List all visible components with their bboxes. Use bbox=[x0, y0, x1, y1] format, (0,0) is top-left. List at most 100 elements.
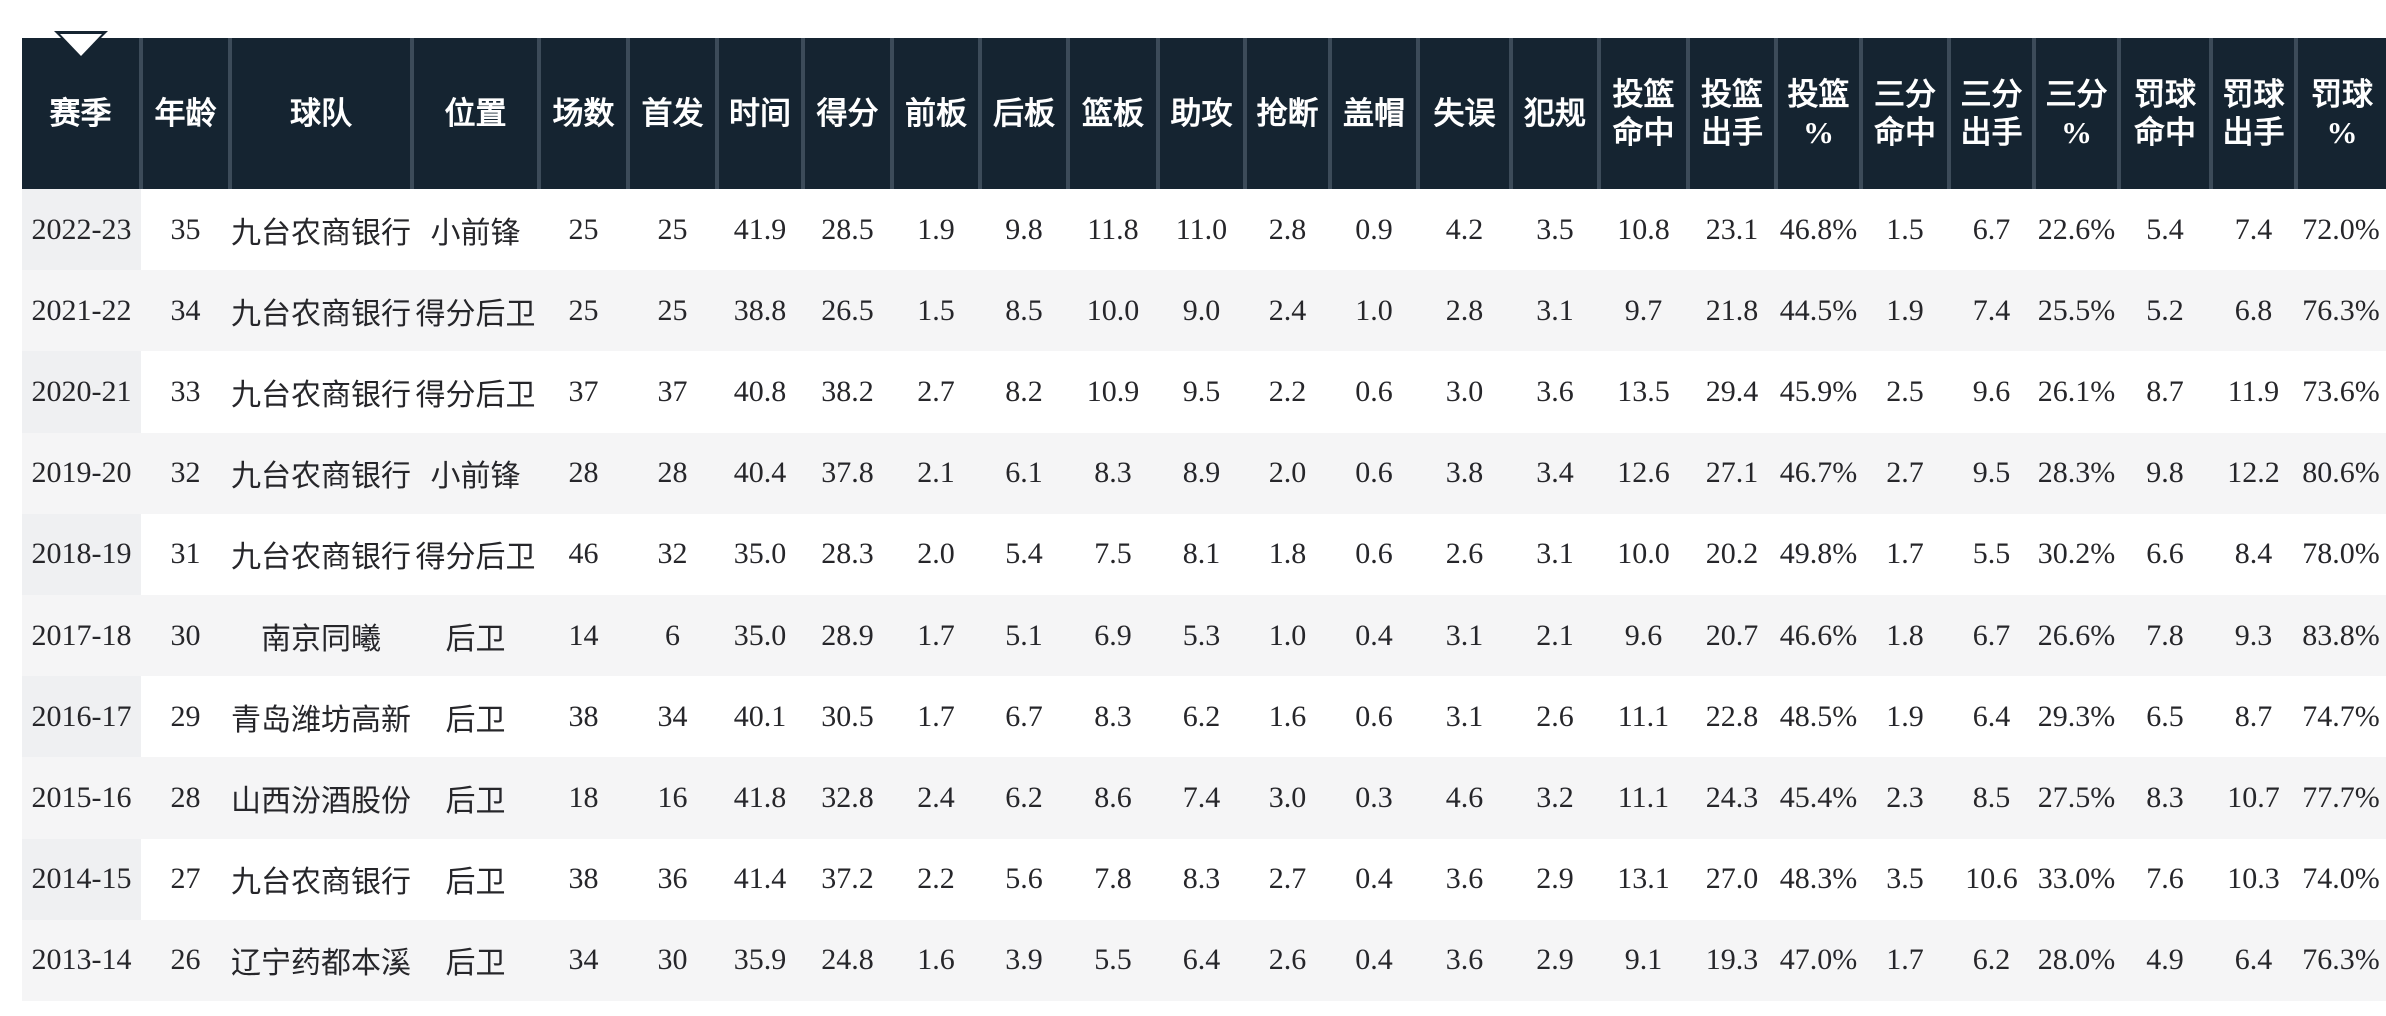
cell-blocks: 0.3 bbox=[1330, 757, 1418, 839]
cell-three_made: 1.7 bbox=[1861, 919, 1949, 1001]
cell-games: 18 bbox=[539, 757, 628, 839]
cell-blocks: 0.4 bbox=[1330, 919, 1418, 1001]
cell-games: 38 bbox=[539, 838, 628, 920]
cell-assists: 7.4 bbox=[1158, 757, 1245, 839]
cell-def_rebounds: 6.1 bbox=[980, 432, 1068, 514]
cell-ft_pct: 76.3% bbox=[2296, 270, 2386, 352]
column-header-rebounds[interactable]: 篮板 bbox=[1066, 38, 1158, 189]
cell-fg_made: 11.1 bbox=[1599, 676, 1688, 758]
column-header-position[interactable]: 位置 bbox=[410, 38, 539, 189]
cell-three_made: 1.9 bbox=[1861, 270, 1949, 352]
cell-minutes: 35.9 bbox=[717, 919, 803, 1001]
cell-three_made: 1.8 bbox=[1861, 594, 1949, 677]
cell-steals: 2.8 bbox=[1245, 189, 1330, 271]
column-header-fg_pct[interactable]: 投篮 % bbox=[1774, 38, 1861, 189]
cell-def_rebounds: 8.2 bbox=[980, 351, 1068, 433]
cell-fg_pct: 49.8% bbox=[1776, 513, 1861, 595]
column-header-games[interactable]: 场数 bbox=[537, 38, 628, 189]
cell-fg_att: 24.3 bbox=[1688, 757, 1776, 839]
cell-ft_made: 8.3 bbox=[2119, 757, 2211, 839]
cell-three_made: 2.5 bbox=[1861, 351, 1949, 433]
column-header-off_rebounds[interactable]: 前板 bbox=[890, 38, 980, 189]
column-header-three_pct[interactable]: 三分 % bbox=[2032, 38, 2119, 189]
cell-three_made: 2.3 bbox=[1861, 757, 1949, 839]
cell-three_pct: 33.0% bbox=[2034, 838, 2119, 920]
column-header-points[interactable]: 得分 bbox=[801, 38, 892, 189]
cell-fouls: 3.4 bbox=[1511, 432, 1599, 514]
cell-steals: 2.0 bbox=[1245, 432, 1330, 514]
cell-games: 46 bbox=[539, 513, 628, 595]
cell-rebounds: 7.8 bbox=[1068, 838, 1158, 920]
column-header-def_rebounds[interactable]: 后板 bbox=[978, 38, 1068, 189]
column-header-assists[interactable]: 助攻 bbox=[1156, 38, 1245, 189]
cell-points: 38.2 bbox=[803, 351, 892, 433]
cell-def_rebounds: 9.8 bbox=[980, 189, 1068, 271]
cell-fg_made: 13.1 bbox=[1599, 838, 1688, 920]
cell-def_rebounds: 5.4 bbox=[980, 513, 1068, 595]
cell-games: 37 bbox=[539, 351, 628, 433]
cell-rebounds: 8.3 bbox=[1068, 432, 1158, 514]
cell-ft_made: 8.7 bbox=[2119, 351, 2211, 433]
cell-three_made: 1.9 bbox=[1861, 676, 1949, 758]
cell-fg_made: 10.8 bbox=[1599, 189, 1688, 271]
cell-fg_att: 29.4 bbox=[1688, 351, 1776, 433]
cell-three_made: 1.5 bbox=[1861, 189, 1949, 271]
column-header-three_att[interactable]: 三分 出手 bbox=[1947, 38, 2034, 189]
column-header-fg_att[interactable]: 投篮 出手 bbox=[1686, 38, 1776, 189]
cell-def_rebounds: 6.2 bbox=[980, 757, 1068, 839]
cell-season: 2014-15 bbox=[22, 838, 141, 920]
cell-team: 山西汾酒股份 bbox=[230, 757, 412, 839]
cell-started: 16 bbox=[628, 757, 717, 839]
cell-points: 28.9 bbox=[803, 594, 892, 677]
cell-position: 后卫 bbox=[412, 919, 539, 1001]
column-header-fg_made[interactable]: 投篮 命中 bbox=[1597, 38, 1688, 189]
cell-three_att: 9.5 bbox=[1949, 432, 2034, 514]
cell-off_rebounds: 1.6 bbox=[892, 919, 980, 1001]
cell-ft_made: 6.6 bbox=[2119, 513, 2211, 595]
column-header-started[interactable]: 首发 bbox=[626, 38, 717, 189]
cell-blocks: 0.6 bbox=[1330, 676, 1418, 758]
cell-turnovers: 3.1 bbox=[1418, 594, 1511, 677]
cell-team: 九台农商银行 bbox=[230, 432, 412, 514]
cell-minutes: 40.4 bbox=[717, 432, 803, 514]
cell-fg_att: 20.7 bbox=[1688, 594, 1776, 677]
cell-steals: 2.7 bbox=[1245, 838, 1330, 920]
cell-minutes: 40.8 bbox=[717, 351, 803, 433]
cell-fg_att: 21.8 bbox=[1688, 270, 1776, 352]
cell-off_rebounds: 1.9 bbox=[892, 189, 980, 271]
column-header-team[interactable]: 球队 bbox=[228, 38, 412, 189]
cell-games: 25 bbox=[539, 270, 628, 352]
cell-games: 34 bbox=[539, 919, 628, 1001]
column-header-season[interactable]: 赛季 bbox=[22, 38, 141, 189]
column-header-steals[interactable]: 抢断 bbox=[1243, 38, 1330, 189]
cell-three_att: 7.4 bbox=[1949, 270, 2034, 352]
cell-position: 得分后卫 bbox=[412, 270, 539, 352]
cell-def_rebounds: 8.5 bbox=[980, 270, 1068, 352]
column-header-minutes[interactable]: 时间 bbox=[715, 38, 803, 189]
cell-three_pct: 22.6% bbox=[2034, 189, 2119, 271]
cell-rebounds: 10.9 bbox=[1068, 351, 1158, 433]
cell-assists: 9.5 bbox=[1158, 351, 1245, 433]
column-header-age[interactable]: 年龄 bbox=[139, 38, 230, 189]
column-header-three_made[interactable]: 三分 命中 bbox=[1859, 38, 1949, 189]
cell-assists: 6.2 bbox=[1158, 676, 1245, 758]
cell-ft_made: 6.5 bbox=[2119, 676, 2211, 758]
column-header-blocks[interactable]: 盖帽 bbox=[1328, 38, 1418, 189]
cell-ft_pct: 74.0% bbox=[2296, 838, 2386, 920]
cell-fg_pct: 45.9% bbox=[1776, 351, 1861, 433]
table-row-2014-15: 2014-15 27 九台农商银行 后卫 38 36 41.4 37.2 2.2 5.6 7.8 8.… bbox=[22, 838, 2386, 920]
cell-ft_att: 8.4 bbox=[2211, 513, 2296, 595]
column-header-ft_made[interactable]: 罚球 命中 bbox=[2117, 38, 2211, 189]
column-header-ft_pct[interactable]: 罚球 % bbox=[2294, 38, 2386, 189]
column-header-turnovers[interactable]: 失误 bbox=[1416, 38, 1511, 189]
cell-ft_pct: 78.0% bbox=[2296, 513, 2386, 595]
cell-blocks: 0.6 bbox=[1330, 351, 1418, 433]
cell-minutes: 40.1 bbox=[717, 676, 803, 758]
cell-assists: 6.4 bbox=[1158, 919, 1245, 1001]
cell-off_rebounds: 1.5 bbox=[892, 270, 980, 352]
cell-ft_att: 6.4 bbox=[2211, 919, 2296, 1001]
column-header-fouls[interactable]: 犯规 bbox=[1509, 38, 1599, 189]
column-header-ft_att[interactable]: 罚球 出手 bbox=[2209, 38, 2296, 189]
cell-turnovers: 4.2 bbox=[1418, 189, 1511, 271]
cell-ft_pct: 72.0% bbox=[2296, 189, 2386, 271]
